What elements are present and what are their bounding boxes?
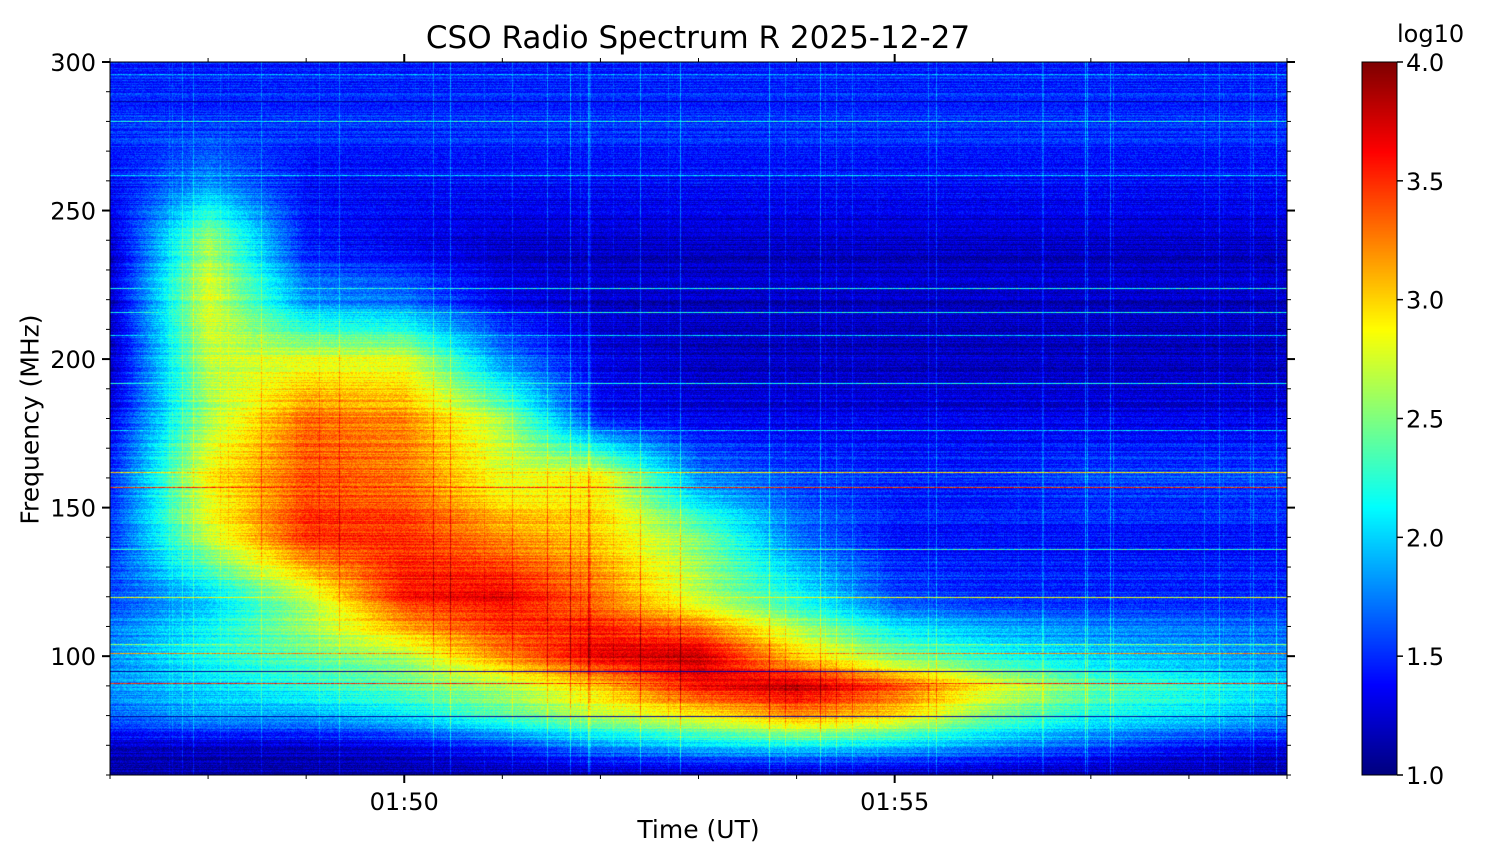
- y-tick-label: 200: [50, 346, 96, 374]
- y-tick-label: 100: [50, 643, 96, 671]
- y-tick-label: 300: [50, 49, 96, 77]
- plot-frame: [109, 61, 1288, 776]
- colorbar-frame: [1361, 61, 1398, 776]
- colorbar-tick-label: 3.0: [1406, 287, 1444, 315]
- chart-title: CSO Radio Spectrum R 2025-12-27: [425, 20, 971, 56]
- colorbar-label: log10: [1397, 20, 1465, 48]
- colorbar-tick-label: 3.5: [1406, 168, 1444, 196]
- colorbar-tick-label: 1.0: [1406, 762, 1444, 790]
- spectrogram-heatmap: [110, 62, 1287, 775]
- x-axis-label: Time (UT): [637, 815, 760, 844]
- y-tick-label: 150: [50, 495, 96, 523]
- colorbar-tick-label: 2.5: [1406, 406, 1444, 434]
- x-tick-label: 01:55: [860, 788, 929, 816]
- y-axis-label: Frequency (MHz): [15, 314, 45, 525]
- colorbar-tick-label: 2.0: [1406, 524, 1444, 552]
- colorbar: [1362, 62, 1397, 775]
- colorbar-tick-label: 4.0: [1406, 49, 1444, 77]
- y-tick-label: 250: [50, 198, 96, 226]
- colorbar-tick-label: 1.5: [1406, 643, 1444, 671]
- x-tick-label: 01:50: [370, 788, 439, 816]
